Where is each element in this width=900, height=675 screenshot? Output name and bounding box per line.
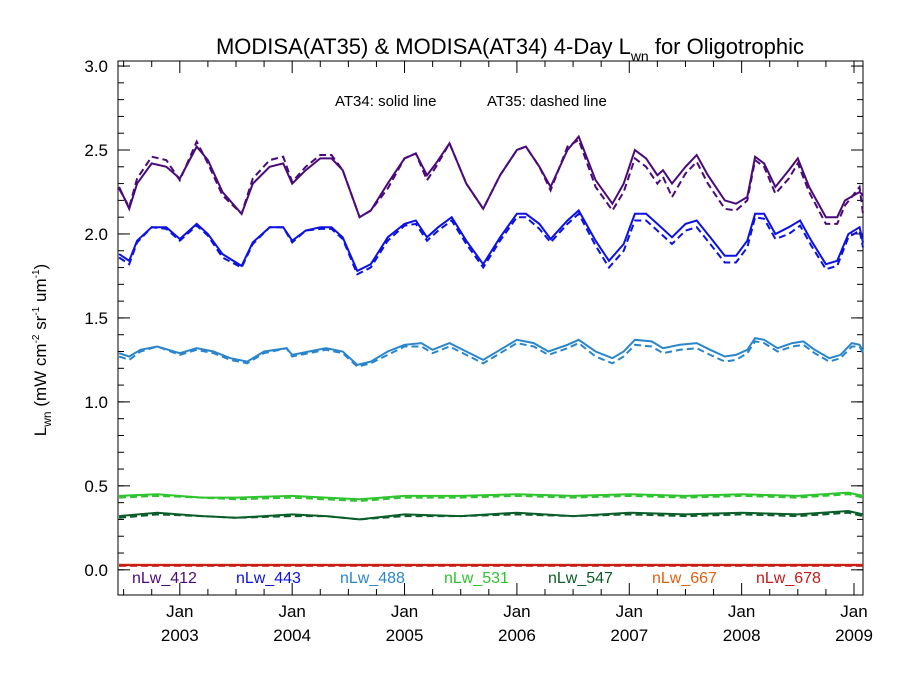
x-tick-label-year: 2005 [386, 626, 424, 645]
legend-item-nLw_531: nLw_531 [444, 570, 509, 587]
legend-item-nLw_443: nLw_443 [236, 570, 301, 587]
x-tick-label-year: 2007 [610, 626, 648, 645]
legend-item-nLw_412: nLw_412 [132, 570, 197, 587]
x-tick-label-month: Jan [616, 602, 643, 621]
x-tick-label-month: Jan [166, 602, 193, 621]
y-label-L: L [31, 427, 50, 436]
x-tick-label-year: 2006 [498, 626, 536, 645]
y-label-exp2: -1 [31, 306, 42, 315]
legend-item-nLw_678: nLw_678 [756, 570, 821, 587]
y-tick-label: 0.0 [84, 561, 108, 580]
chart-title-tail: for Oligotrophic [649, 34, 804, 59]
x-tick-label-month: Jan [278, 602, 305, 621]
series-lines [118, 134, 864, 567]
plot-frame [117, 60, 864, 596]
chart-title-subscript: wn [630, 48, 649, 64]
legend: nLw_412 nLw_443 nLw_488 nLw_531 nLw_547 nLw_6… [132, 570, 821, 587]
y-tick-label: 0.5 [84, 477, 108, 496]
y-label-exp1: -2 [31, 334, 42, 343]
y-label-close: ) [31, 264, 50, 270]
series-line-nLw_531-at34 [119, 491, 864, 501]
x-tick-label-year: 2009 [835, 626, 873, 645]
series-line-nLw_531-at35 [119, 493, 864, 503]
x-tick-label-month: Jan [391, 602, 418, 621]
y-tick-label: 2.0 [84, 225, 108, 244]
x-tick-label-year: 2003 [161, 626, 199, 645]
series-line-nLw_488-at35 [118, 340, 864, 368]
x-tick-label-month: Jan [728, 602, 755, 621]
axis-ticks: 0.0 0.5 1.0 1.5 2.0 2.5 3.0 Jan 2003 Jan 2004 Jan 20… [84, 57, 873, 645]
y-tick-label: 3.0 [84, 57, 108, 76]
y-label-sr: sr [31, 315, 50, 334]
x-tick-label-year: 2008 [723, 626, 761, 645]
y-label-um: um [31, 278, 50, 306]
x-tick-label-year: 2004 [273, 626, 311, 645]
x-tick-label-month: Jan [840, 602, 867, 621]
y-axis-label: Lwn (mW cm-2 sr-1 um-1) [31, 264, 54, 436]
y-label-wn: wn [40, 411, 54, 427]
y-tick-label: 1.5 [84, 309, 108, 328]
x-tick-label-month: Jan [503, 602, 530, 621]
chart-title: MODISA(AT35) & MODISA(AT34) 4-Day Lwn fo… [216, 34, 804, 64]
y-label-exp3: -1 [31, 269, 42, 278]
series-line-nLw_547-at35 [119, 511, 864, 521]
annotation-solid: AT34: solid line [335, 93, 436, 110]
series-line-nLw_488-at34 [118, 336, 864, 366]
series-line-nLw_443-at35 [118, 212, 864, 276]
legend-item-nLw_547: nLw_547 [548, 570, 613, 587]
annotation-dashed: AT35: dashed line [487, 93, 607, 110]
legend-item-nLw_667: nLw_667 [652, 570, 717, 587]
y-label-open: (mW cm [31, 343, 50, 411]
series-line-nLw_443-at34 [118, 208, 864, 273]
legend-item-nLw_488: nLw_488 [340, 570, 405, 587]
series-line-nLw_412-at35 [118, 138, 864, 225]
chart-title-main: MODISA(AT35) & MODISA(AT34) 4-Day L [216, 34, 631, 59]
y-tick-label: 1.0 [84, 393, 108, 412]
y-tick-label: 2.5 [84, 141, 108, 160]
